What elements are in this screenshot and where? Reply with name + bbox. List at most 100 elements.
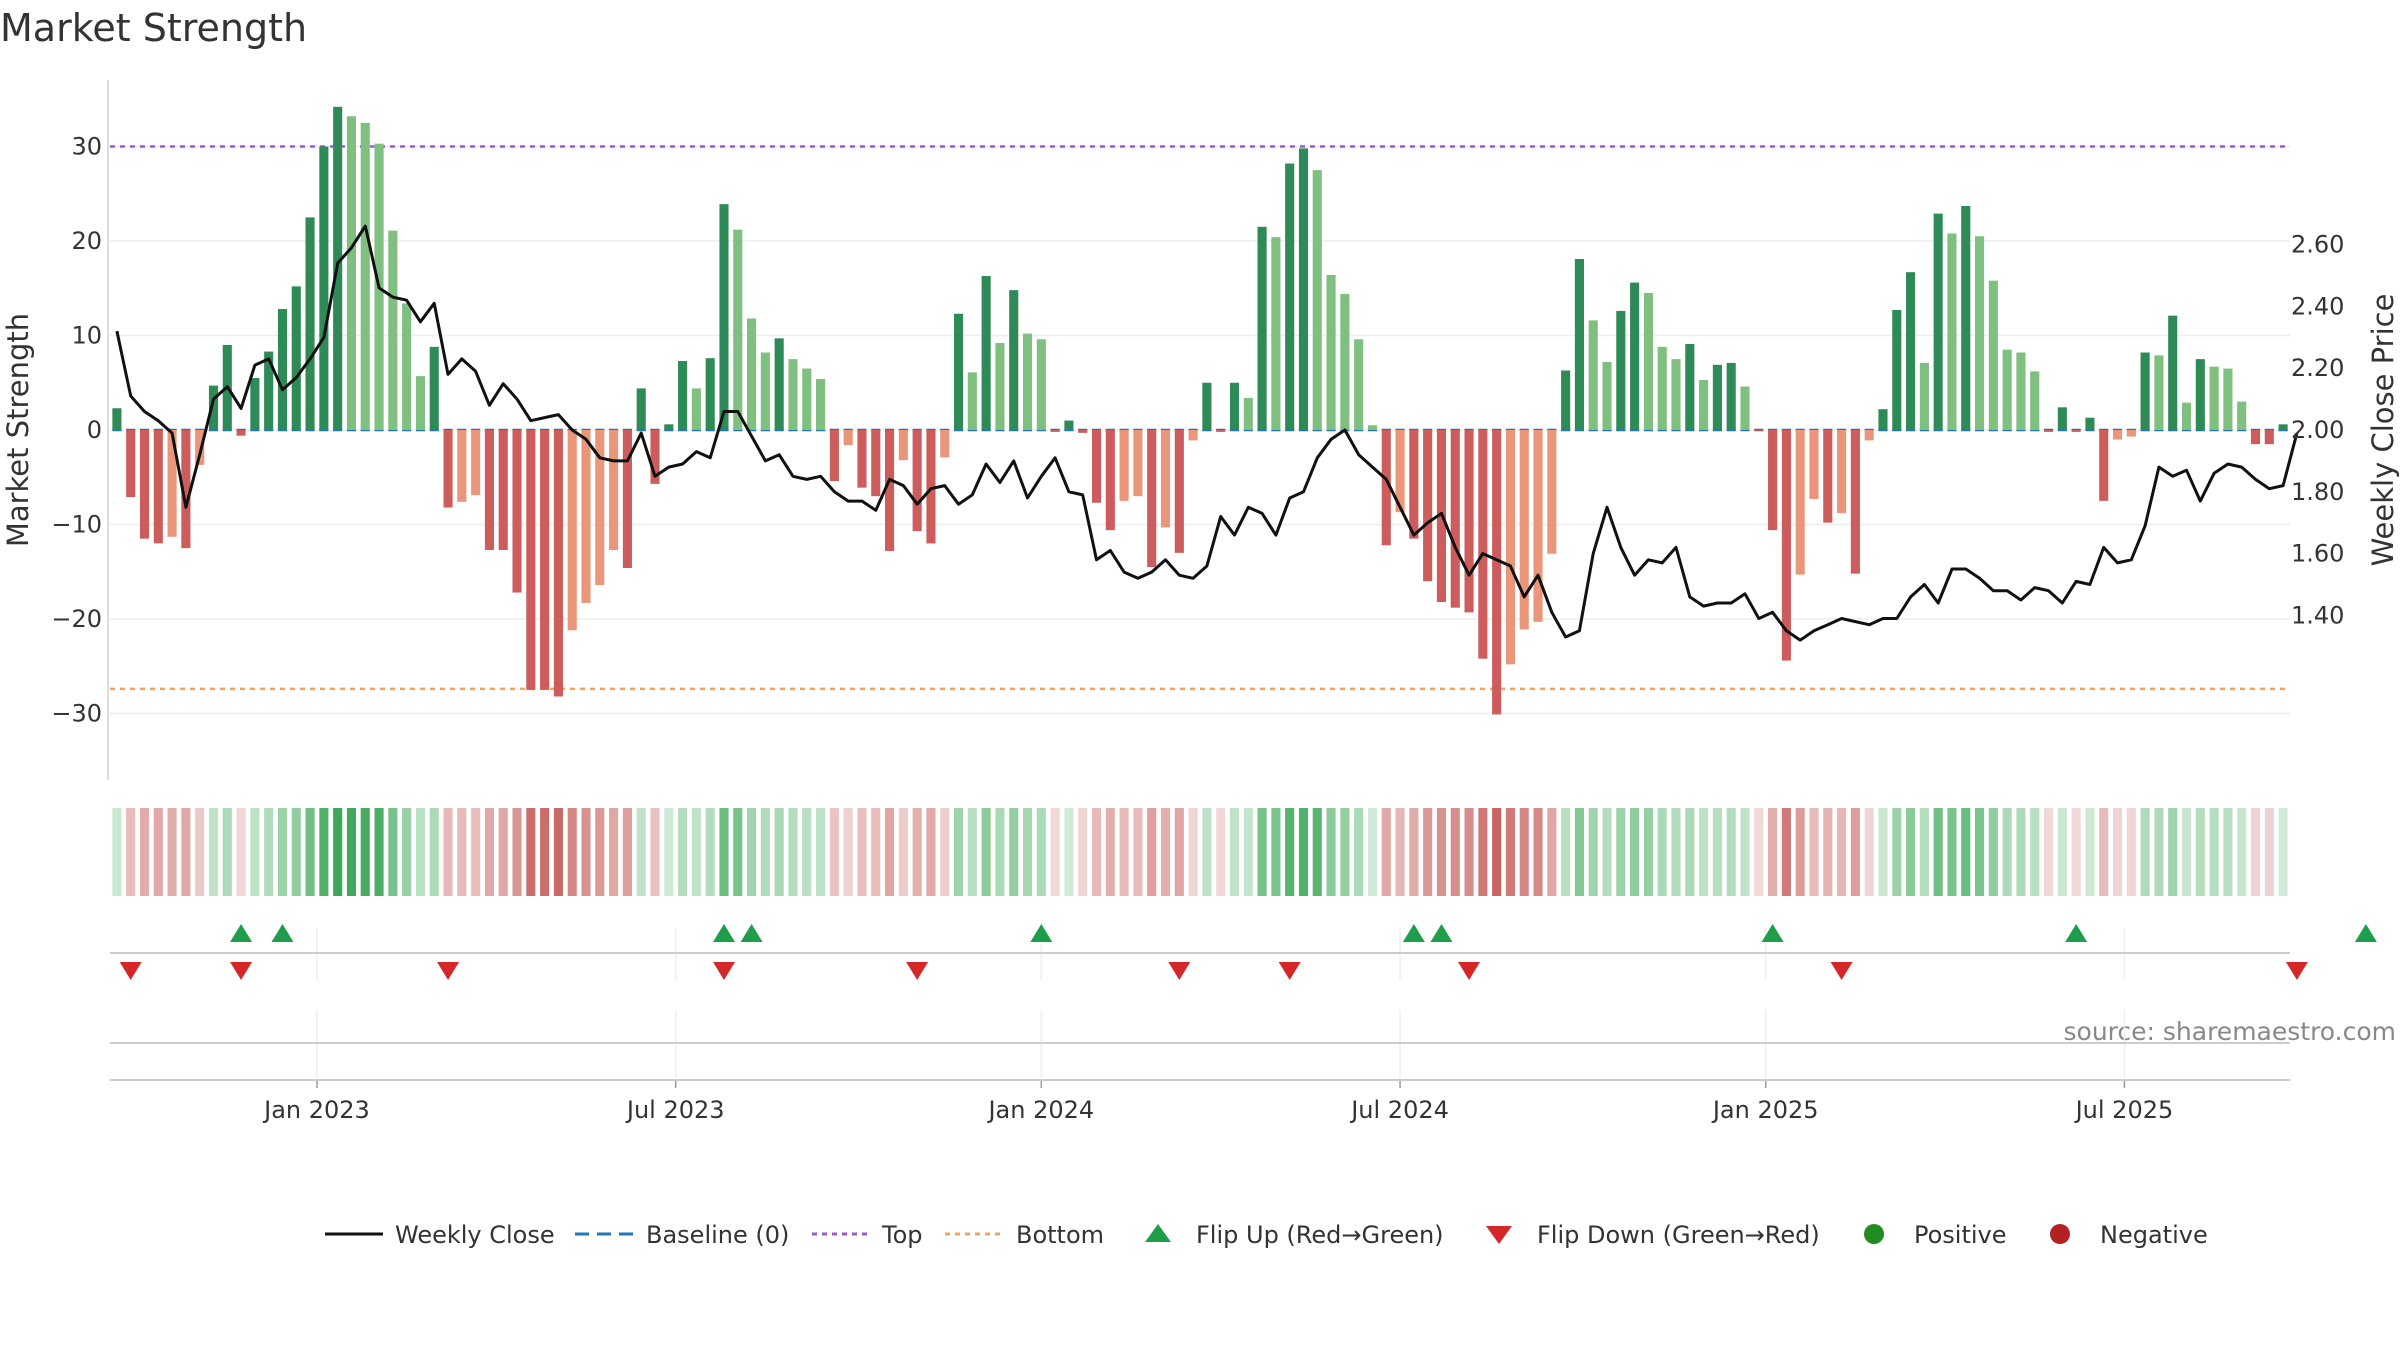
x-tick-label: Jul 2025 bbox=[2074, 1096, 2174, 1124]
strength-bar bbox=[1409, 430, 1419, 539]
strength-bar bbox=[553, 430, 563, 697]
heat-cell bbox=[2168, 808, 2178, 896]
y-right-axis-title: Weekly Close Price bbox=[2366, 294, 2400, 567]
legend-positive-label: Positive bbox=[1914, 1221, 2007, 1249]
heat-cell bbox=[1450, 808, 1460, 896]
heat-cell bbox=[1326, 808, 1336, 896]
source-note: source: sharemaestro.com bbox=[2063, 1017, 2397, 1046]
strength-bar bbox=[2099, 430, 2109, 501]
heat-cell bbox=[1298, 808, 1309, 896]
heat-cell bbox=[885, 808, 895, 896]
flip-down-marker bbox=[712, 962, 735, 980]
heat-cell bbox=[1381, 808, 1391, 896]
heat-cell bbox=[636, 808, 646, 896]
heat-cell bbox=[705, 808, 715, 896]
heat-cell bbox=[719, 808, 729, 896]
strength-bar bbox=[967, 372, 977, 430]
strength-bar bbox=[885, 430, 895, 551]
heat-cell bbox=[843, 808, 853, 896]
y-right-tick-label: 2.40 bbox=[2291, 292, 2344, 320]
strength-bar bbox=[1699, 379, 1709, 430]
strength-bar bbox=[1685, 344, 1695, 430]
legend-baseline-label: Baseline (0) bbox=[646, 1221, 789, 1249]
y-right-tick-label: 1.60 bbox=[2291, 540, 2344, 568]
heat-cell bbox=[1657, 808, 1667, 896]
strength-bar bbox=[484, 430, 494, 551]
strength-bar bbox=[1423, 430, 1433, 582]
strength-bar bbox=[319, 146, 329, 430]
strength-bar bbox=[1147, 430, 1157, 568]
strength-bar bbox=[719, 204, 729, 430]
strength-bar bbox=[2237, 401, 2247, 430]
y-left-axis-title: Market Strength bbox=[1, 313, 35, 547]
strength-bar bbox=[953, 313, 964, 430]
heat-cell bbox=[829, 808, 839, 896]
flip-down-marker bbox=[437, 962, 460, 980]
y-right-tick-label: 1.40 bbox=[2291, 601, 2344, 629]
flip-up-marker bbox=[1030, 924, 1053, 942]
heat-cell bbox=[816, 808, 826, 896]
strength-bars bbox=[112, 106, 2288, 715]
heat-cell bbox=[1643, 808, 1653, 896]
strength-bar bbox=[609, 430, 619, 551]
flip-up-marker bbox=[2065, 924, 2088, 942]
heat-cell bbox=[346, 808, 357, 896]
heat-cell bbox=[1119, 808, 1129, 896]
strength-bar bbox=[195, 430, 205, 465]
heat-cell bbox=[374, 808, 384, 896]
heat-cell bbox=[1602, 808, 1612, 896]
strength-bar bbox=[1561, 370, 1571, 430]
x-tick-label: Jan 2023 bbox=[262, 1096, 370, 1124]
heat-cell bbox=[540, 808, 550, 896]
flip-up-marker bbox=[2354, 924, 2377, 942]
legend-negative-swatch bbox=[2050, 1224, 2070, 1244]
heat-cell bbox=[1009, 808, 1019, 896]
strength-bar bbox=[1726, 362, 1736, 430]
heat-cell bbox=[1988, 808, 1998, 896]
strength-bar bbox=[1243, 397, 1253, 430]
strength-bar bbox=[567, 430, 577, 631]
heat-cell bbox=[1561, 808, 1571, 896]
heat-cell bbox=[1091, 808, 1102, 896]
heat-cell bbox=[1574, 808, 1584, 896]
strength-bar bbox=[622, 430, 632, 568]
heat-cell bbox=[1616, 808, 1626, 896]
strength-bar bbox=[1216, 430, 1226, 432]
strength-bar bbox=[1574, 258, 1584, 430]
strength-bar bbox=[1464, 430, 1474, 613]
heat-cell bbox=[388, 808, 398, 896]
strength-bar bbox=[126, 430, 136, 498]
heat-cell bbox=[484, 808, 494, 896]
heat-cell bbox=[1740, 808, 1750, 896]
flip-up-marker bbox=[1430, 924, 1453, 942]
flip-down-marker bbox=[906, 962, 929, 980]
strength-bar bbox=[1988, 280, 1998, 430]
strength-bar bbox=[1119, 430, 1129, 501]
flip-down-marker bbox=[1168, 962, 1191, 980]
heat-cell bbox=[305, 808, 315, 896]
strength-bar bbox=[1947, 233, 1957, 430]
strength-bar bbox=[760, 352, 770, 430]
strength-bar bbox=[1892, 309, 1902, 430]
legend-positive-swatch bbox=[1864, 1224, 1884, 1244]
strength-heat-strip bbox=[112, 808, 2288, 896]
heat-cell bbox=[1961, 808, 1971, 896]
weekly-close-series bbox=[115, 224, 2299, 642]
strength-bar bbox=[1547, 430, 1557, 554]
strength-bar bbox=[2154, 355, 2164, 430]
x-tick-label: Jul 2024 bbox=[1349, 1096, 1449, 1124]
heat-cell bbox=[1229, 808, 1240, 896]
heat-cell bbox=[995, 808, 1005, 896]
heat-cell bbox=[429, 808, 439, 896]
strength-bar bbox=[402, 303, 412, 430]
heat-cell bbox=[1492, 808, 1502, 896]
strength-bar bbox=[1616, 310, 1626, 430]
heat-cell bbox=[222, 808, 232, 896]
heat-cell bbox=[1036, 808, 1046, 896]
strength-bar bbox=[1050, 430, 1060, 432]
heat-cell bbox=[1423, 808, 1433, 896]
strength-bar bbox=[264, 351, 274, 430]
heat-cell bbox=[2278, 808, 2288, 896]
strength-bar bbox=[291, 286, 301, 430]
heat-cell bbox=[2209, 808, 2219, 896]
